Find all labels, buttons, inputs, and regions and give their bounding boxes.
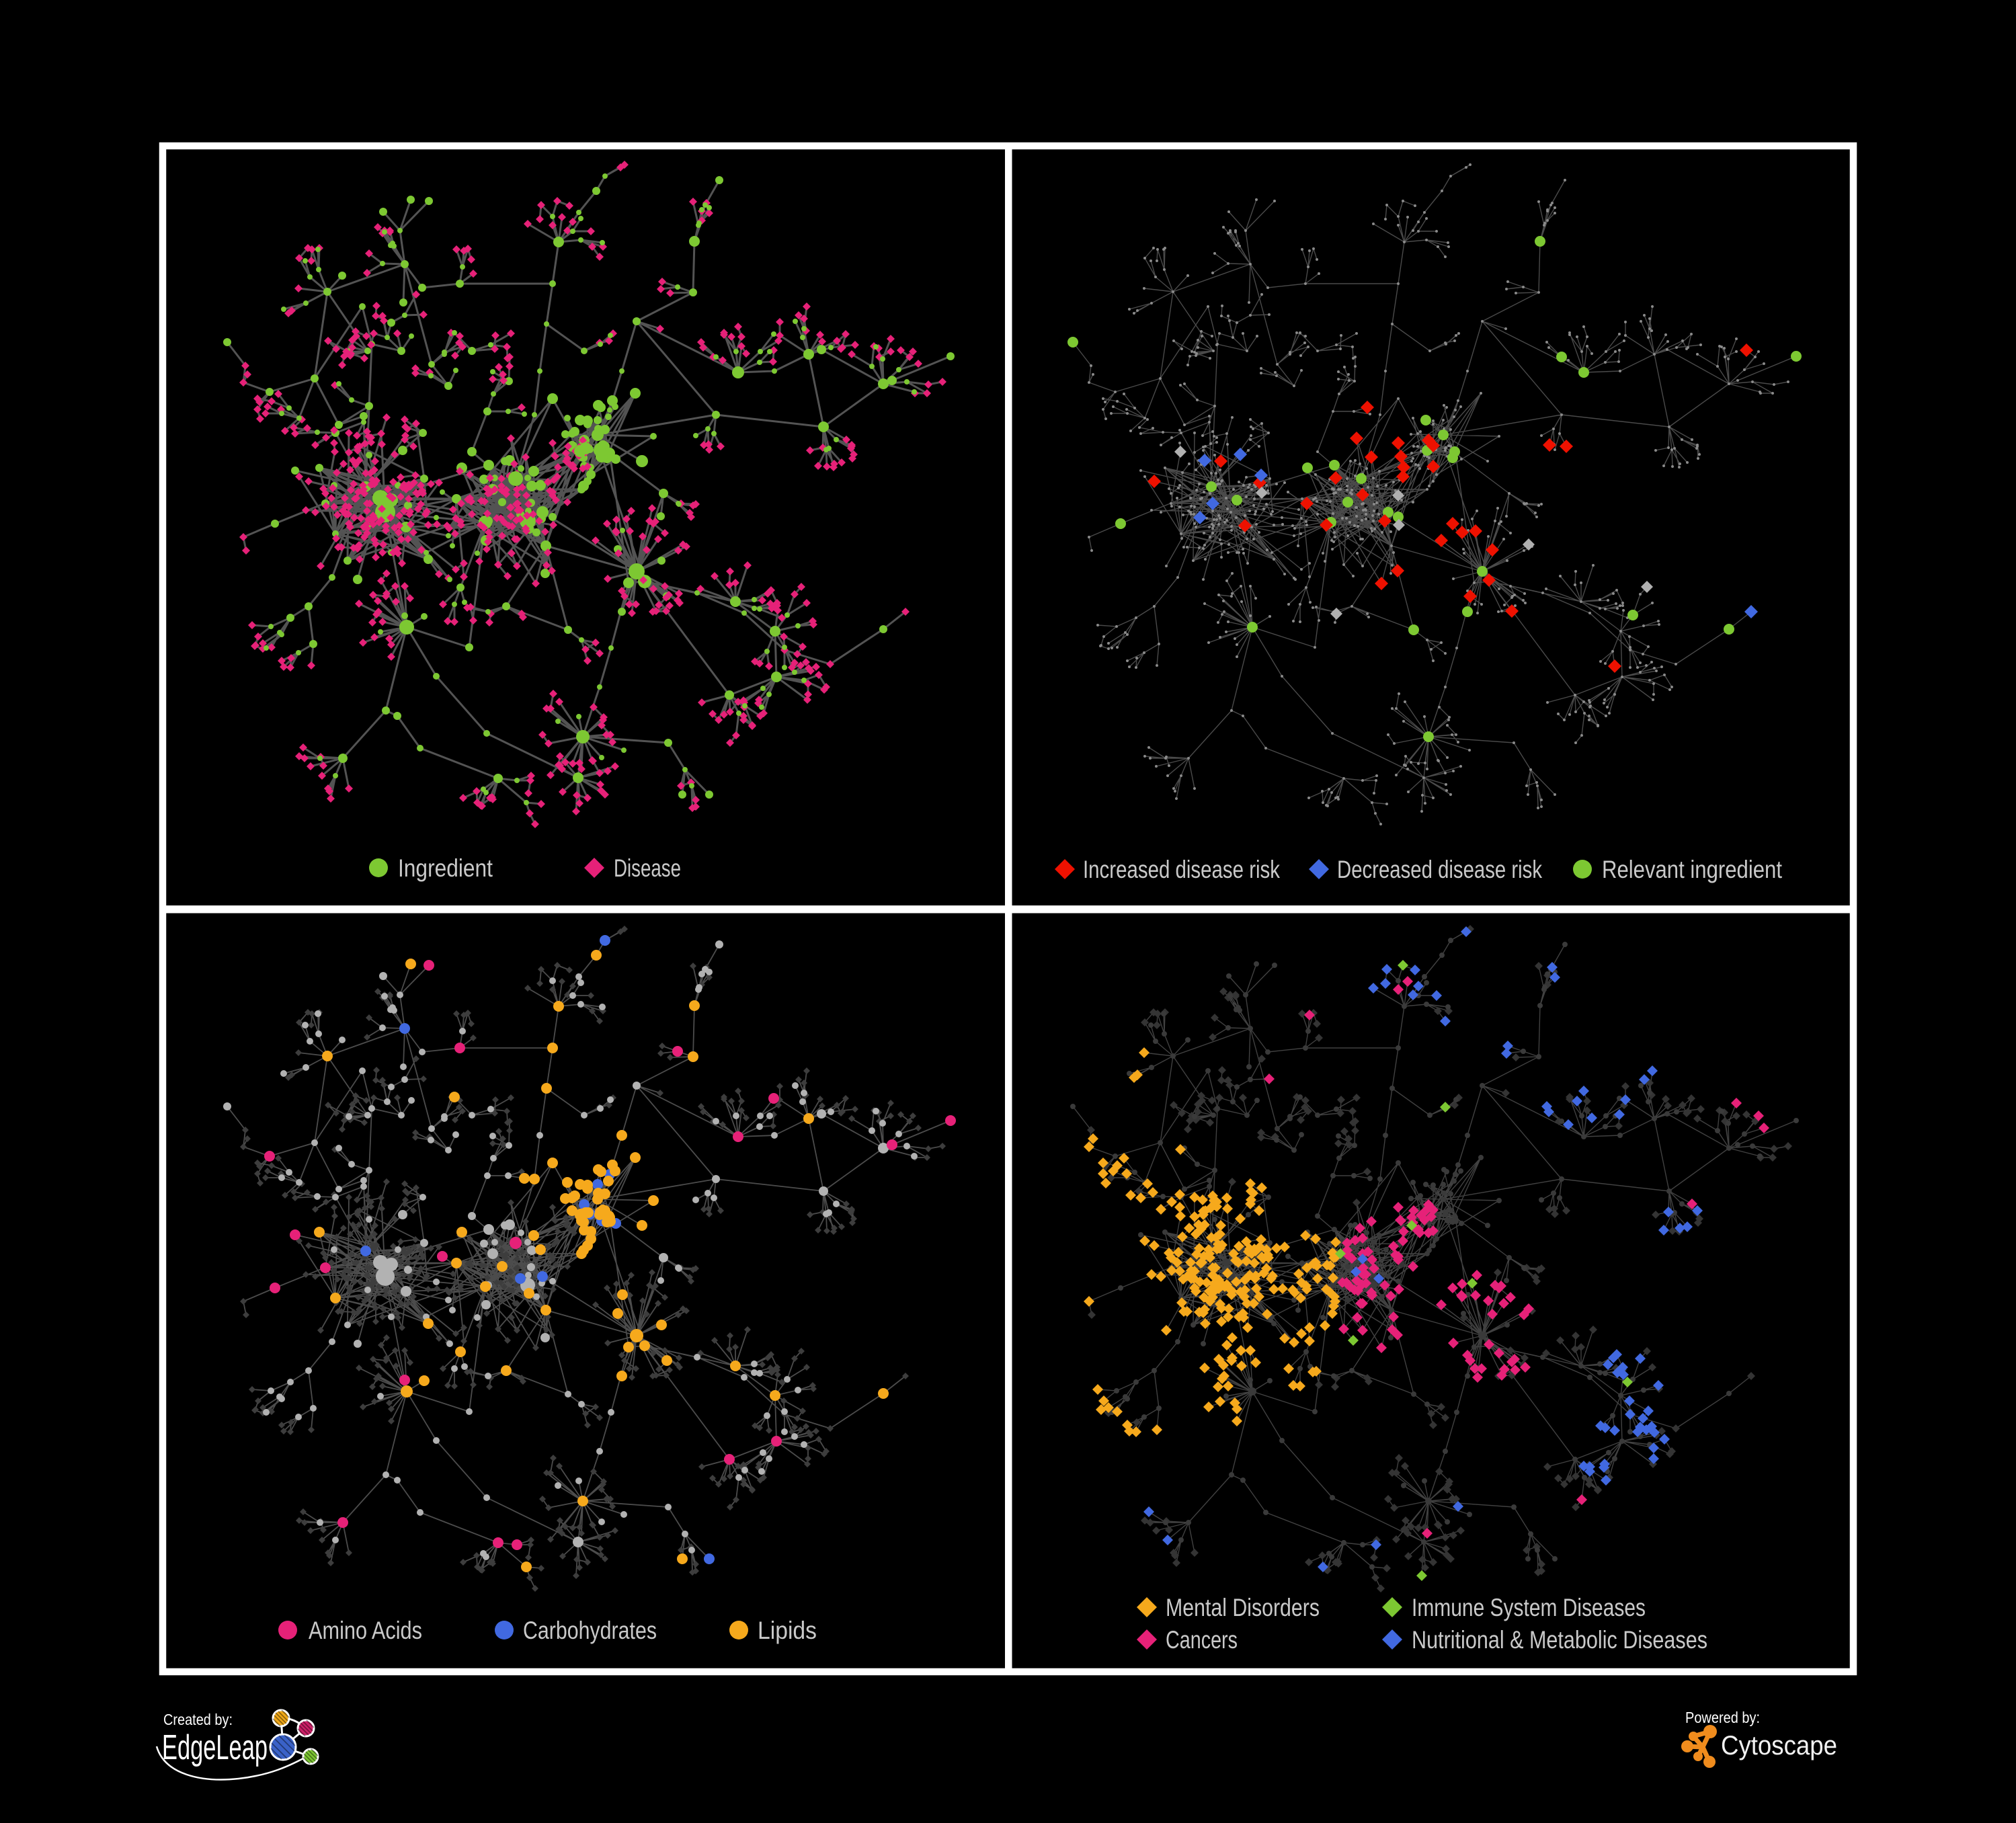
svg-text:Powered by:: Powered by: <box>1685 1709 1760 1726</box>
svg-text:Created by:: Created by: <box>163 1711 233 1728</box>
svg-text:Disease: Disease <box>614 854 681 882</box>
svg-text:Increased disease risk: Increased disease risk <box>1083 856 1280 883</box>
svg-text:Relevant ingredient: Relevant ingredient <box>1602 856 1783 883</box>
svg-text:Lipids: Lipids <box>758 1617 817 1644</box>
svg-text:Carbohydrates: Carbohydrates <box>523 1617 657 1644</box>
svg-text:Cytoscape: Cytoscape <box>1721 1731 1837 1760</box>
svg-text:Cancers: Cancers <box>1166 1626 1238 1654</box>
svg-text:Nutritional & Metabolic Diseas: Nutritional & Metabolic Diseases <box>1412 1626 1707 1654</box>
svg-text:Immune System Diseases: Immune System Diseases <box>1412 1594 1646 1621</box>
svg-text:Ingredient: Ingredient <box>398 854 493 882</box>
svg-text:Amino Acids: Amino Acids <box>309 1617 422 1644</box>
svg-text:Mental Disorders: Mental Disorders <box>1166 1594 1320 1621</box>
svg-text:Decreased disease risk: Decreased disease risk <box>1337 856 1542 883</box>
svg-text:EdgeLeap: EdgeLeap <box>162 1728 268 1767</box>
